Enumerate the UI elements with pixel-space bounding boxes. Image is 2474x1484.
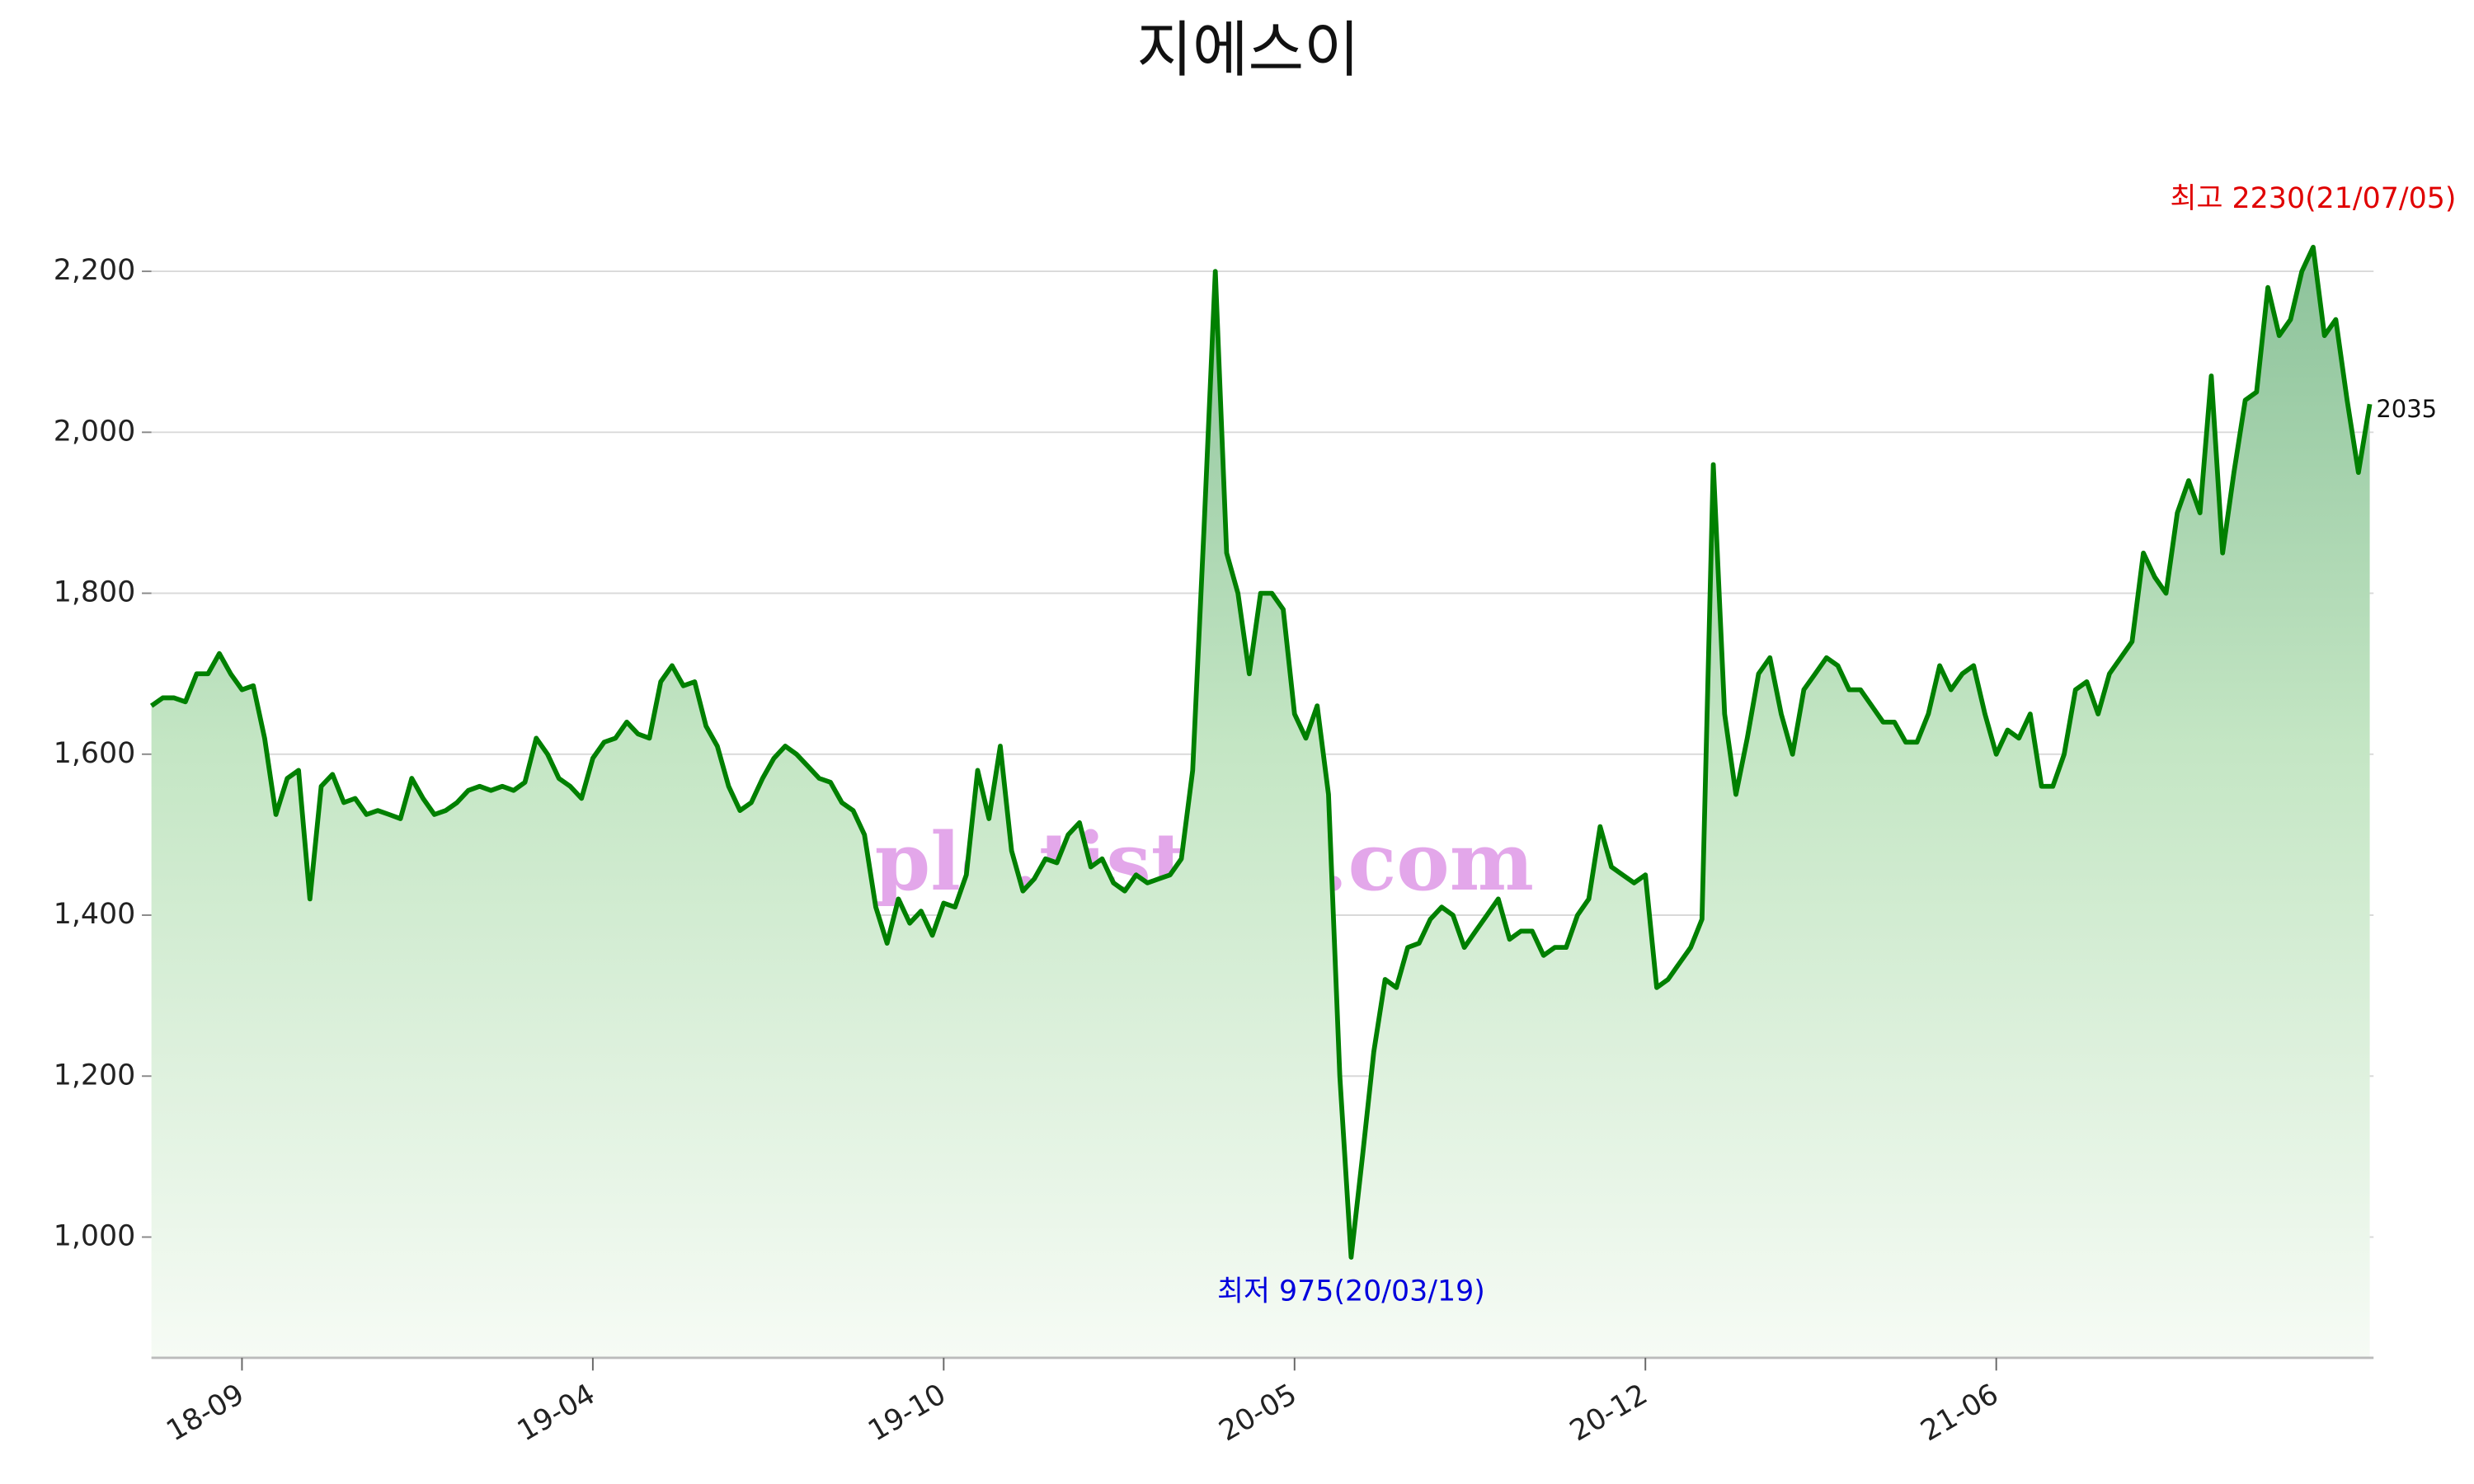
x-tick-label: 18-09 <box>161 1378 250 1448</box>
x-tick-label: 19-04 <box>512 1378 601 1448</box>
y-tick-label: 1,000 <box>54 1219 136 1252</box>
y-tick-label: 1,200 <box>54 1059 136 1092</box>
y-tick-label: 1,600 <box>54 737 136 770</box>
y-tick-label: 2,200 <box>54 254 136 287</box>
price-line <box>149 244 2373 1260</box>
y-tick-label: 1,400 <box>54 898 136 931</box>
y-tick-label: 1,800 <box>54 576 136 609</box>
x-tick-label: 21-06 <box>1916 1378 2005 1448</box>
min-annotation: 최저 975(20/03/19) <box>1217 1275 1485 1308</box>
y-tick-label: 2,000 <box>54 415 136 448</box>
x-tick-label: 20-12 <box>1564 1378 1653 1448</box>
x-tick-label: 19-10 <box>863 1378 952 1448</box>
x-tick-label: 20-05 <box>1214 1378 1303 1448</box>
chart-title: 지에스이 <box>1136 16 1359 86</box>
area <box>151 247 2370 1358</box>
max-annotation: 최고 2230(21/07/05) <box>2171 182 2457 215</box>
last-value-label: 2035 <box>2376 395 2437 423</box>
